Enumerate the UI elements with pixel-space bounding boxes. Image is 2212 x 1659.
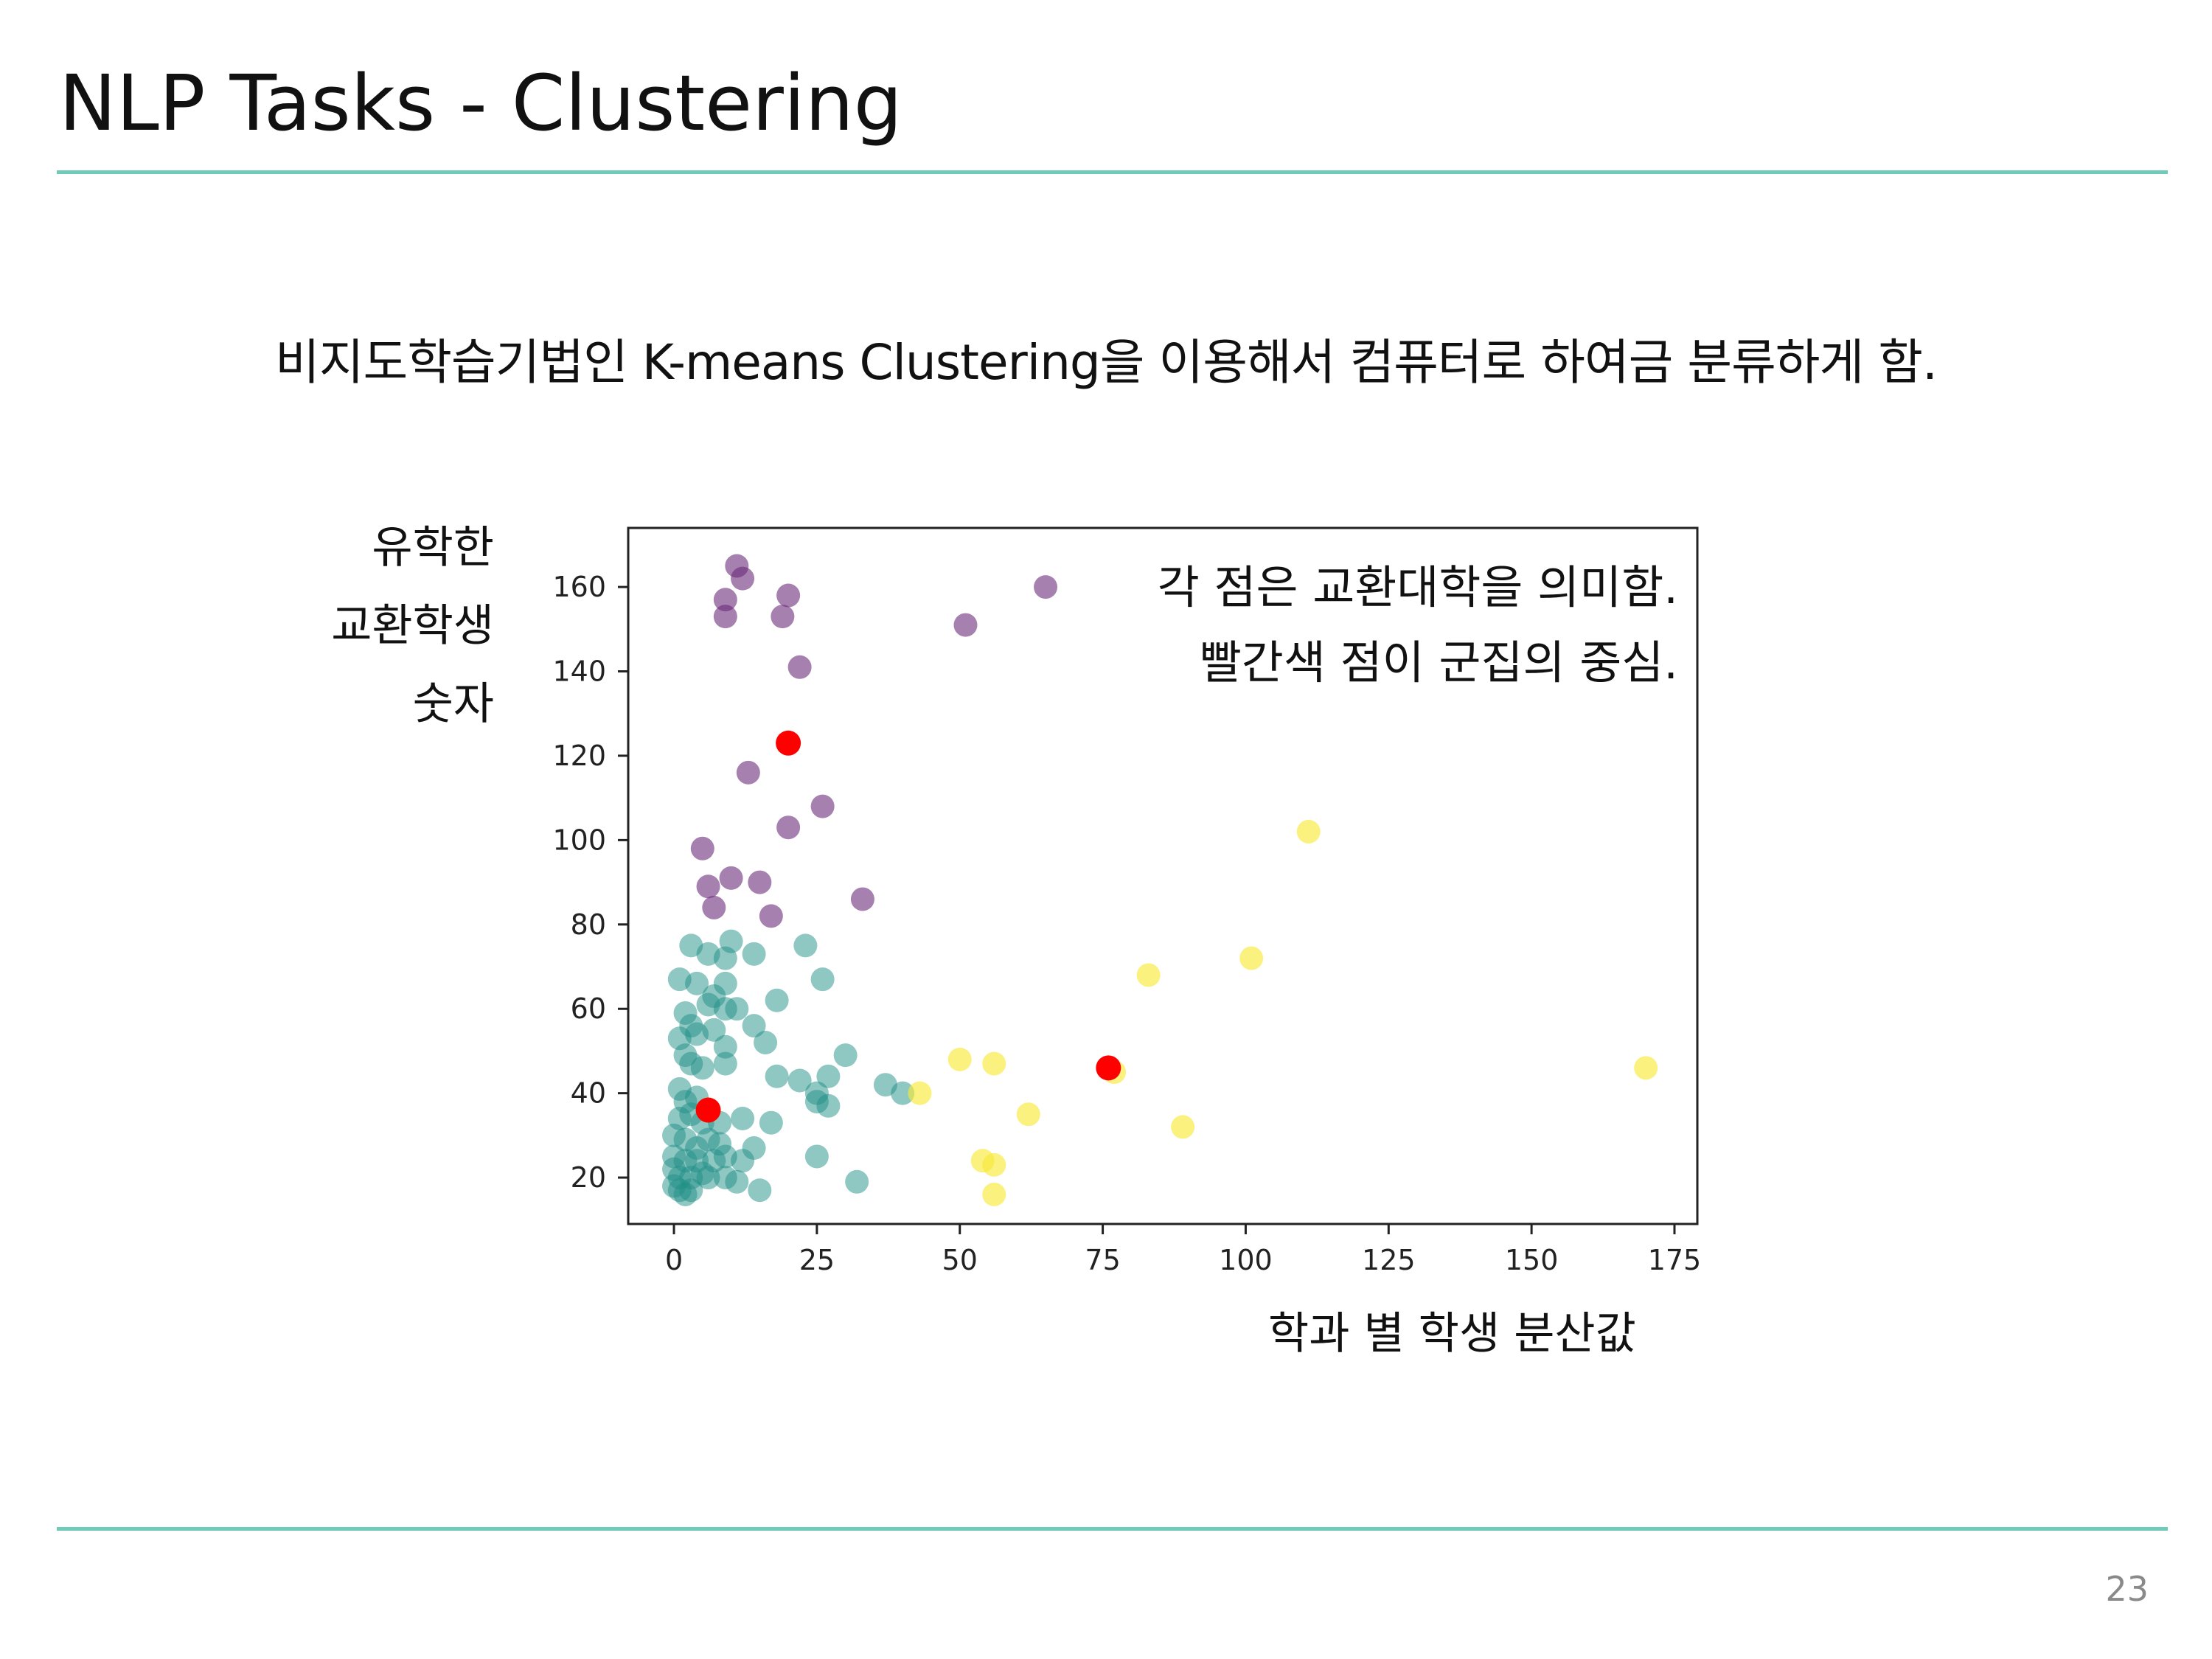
footer-divider — [57, 1527, 2168, 1531]
x-tick-label: 50 — [942, 1244, 978, 1276]
cluster-2-point — [833, 1043, 858, 1068]
cluster-2-point — [713, 946, 737, 970]
chart-x-axis-label: 학과 별 학생 분산값 — [1268, 1308, 1636, 1360]
cluster-2-point — [713, 1034, 737, 1059]
cluster-2-point — [765, 988, 789, 1012]
slide-title: NLP Tasks - Clustering — [59, 58, 902, 148]
cluster-2-point — [742, 1014, 766, 1038]
cluster-2-point — [754, 1030, 778, 1054]
cluster-2-point — [748, 1178, 772, 1203]
annotation-line-1: 각 점은 교환대학을 의미함. — [1158, 560, 1678, 614]
cluster-1-point — [810, 794, 835, 818]
y-tick-label: 20 — [571, 1161, 606, 1194]
y-tick-label: 80 — [571, 908, 606, 941]
plot-frame — [627, 526, 1699, 1225]
cluster-3-point — [1016, 1102, 1040, 1127]
cluster-1-point — [696, 874, 720, 899]
cluster-3-point — [1171, 1115, 1195, 1139]
y-axis-label-line-1: 유학한 — [372, 522, 494, 574]
x-tick-label: 125 — [1362, 1244, 1416, 1276]
cluster-1-point — [713, 588, 737, 612]
y-tick-label: 140 — [552, 655, 606, 688]
centroid-point — [776, 730, 801, 756]
cluster-2-point — [891, 1081, 915, 1105]
cluster-3-point — [1634, 1056, 1658, 1080]
cluster-2-point — [725, 1169, 749, 1194]
axis-ticks: 0 25 50 75 100 125 150 175 20 40 60 80 100 120 140 160 — [552, 571, 1701, 1276]
cluster-2-point — [742, 942, 766, 966]
cluster-1-point — [713, 605, 737, 629]
x-tick-label: 100 — [1219, 1244, 1273, 1276]
cluster-2-point — [759, 1110, 783, 1135]
y-tick-label: 160 — [552, 571, 606, 603]
centroid-point — [1096, 1055, 1121, 1081]
cluster-2-point — [685, 971, 709, 995]
cluster-1-point — [731, 566, 755, 591]
title-divider — [57, 170, 2168, 174]
cluster-2-point — [690, 1056, 714, 1080]
cluster-3-point — [908, 1081, 932, 1105]
cluster-2-point — [845, 1169, 869, 1194]
cluster-2-point — [679, 1178, 703, 1203]
cluster-1-point — [736, 760, 760, 785]
cluster-1-point — [759, 904, 783, 928]
cluster-2-point — [702, 1018, 726, 1042]
cluster-1-point — [771, 605, 795, 629]
x-tick-label: 75 — [1085, 1244, 1120, 1276]
data-points — [662, 554, 1658, 1206]
cluster-2-point — [816, 1064, 841, 1088]
y-axis-label-line-3: 숫자 — [412, 678, 494, 730]
cluster-2-point — [765, 1064, 789, 1088]
centroid-points — [695, 730, 1121, 1123]
cluster-2-point — [713, 1051, 737, 1076]
cluster-3-point — [947, 1047, 972, 1071]
cluster-2-point — [725, 997, 749, 1021]
cluster-1-point — [787, 655, 812, 679]
y-tick-label: 100 — [552, 824, 606, 856]
cluster-3-point — [1136, 963, 1161, 987]
cluster-2-point — [810, 967, 835, 992]
y-tick-label: 60 — [571, 992, 606, 1025]
x-tick-label: 25 — [799, 1244, 835, 1276]
cluster-2-point — [731, 1106, 755, 1130]
y-axis-label-line-2: 교환학생 — [331, 600, 494, 652]
cluster-3-point — [982, 1152, 1006, 1177]
cluster-3-point — [982, 1182, 1006, 1206]
cluster-1-point — [850, 887, 874, 911]
cluster-3-point — [1239, 946, 1264, 970]
cluster-2-point — [793, 933, 818, 958]
cluster-1-point — [953, 613, 978, 637]
cluster-1-point — [690, 836, 714, 860]
x-tick-label: 0 — [665, 1244, 683, 1276]
page-number: 23 — [2105, 1569, 2149, 1609]
cluster-2-point — [742, 1136, 766, 1161]
cluster-2-point — [804, 1144, 829, 1169]
cluster-2-point — [696, 1166, 720, 1190]
cluster-1-point — [1034, 575, 1058, 599]
y-tick-label: 120 — [552, 740, 606, 772]
cluster-3-point — [1296, 819, 1321, 844]
cluster-1-point — [719, 866, 743, 890]
centroid-point — [695, 1097, 721, 1123]
x-tick-label: 150 — [1505, 1244, 1559, 1276]
cluster-1-point — [702, 895, 726, 919]
cluster-2-point — [787, 1068, 812, 1093]
cluster-1-point — [748, 870, 772, 894]
y-tick-label: 40 — [571, 1077, 606, 1110]
slide-subtitle: 비지도학습기법인 K-means Clustering을 이용해서 컴퓨터로 하… — [275, 334, 1938, 391]
cluster-3-point — [982, 1051, 1006, 1076]
annotation-line-2: 빨간색 점이 군집의 중심. — [1200, 636, 1678, 689]
x-tick-label: 175 — [1648, 1244, 1702, 1276]
cluster-1-point — [776, 815, 801, 840]
cluster-1-point — [776, 583, 801, 608]
chart-y-axis-label: 유학한 교환학생 숫자 — [331, 509, 494, 743]
cluster-2-point — [816, 1093, 841, 1118]
